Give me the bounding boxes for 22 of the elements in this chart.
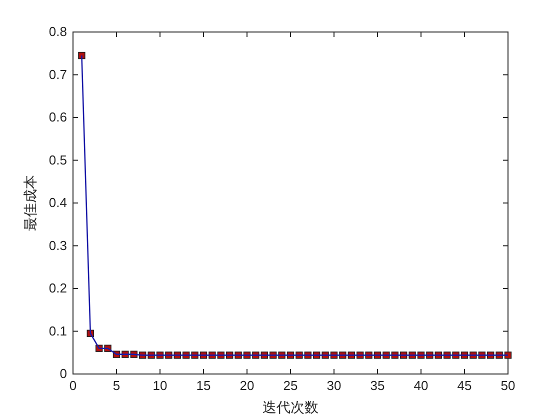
x-tick-label: 35	[370, 378, 385, 393]
y-tick-label: 0.3	[48, 238, 67, 253]
x-tick-label: 20	[240, 378, 254, 393]
x-tick-label: 40	[414, 378, 428, 393]
y-tick-label: 0	[60, 366, 67, 381]
y-tick-label: 0.7	[48, 66, 67, 82]
y-tick-label: 0.8	[48, 24, 67, 39]
y-tick-label: 0.6	[48, 110, 67, 124]
x-tick-label: 50	[500, 378, 516, 393]
y-tick-label: 0.5	[48, 152, 67, 168]
x-tick-label: 5	[112, 378, 120, 393]
x-tick-label: 0	[69, 378, 77, 393]
y-tick-label: 0.4	[48, 195, 67, 210]
y-axis-title: 最佳成本	[22, 175, 38, 231]
x-tick-label: 25	[283, 378, 298, 393]
x-tick-label: 15	[196, 378, 211, 393]
y-tick-label: 0.2	[48, 280, 67, 296]
x-axis-title: 迭代次数	[262, 399, 318, 415]
y-tick-label: 0.1	[48, 323, 67, 338]
x-tick-label: 30	[326, 378, 342, 393]
x-tick-label: 45	[457, 378, 472, 393]
x-tick-label: 10	[152, 378, 168, 393]
